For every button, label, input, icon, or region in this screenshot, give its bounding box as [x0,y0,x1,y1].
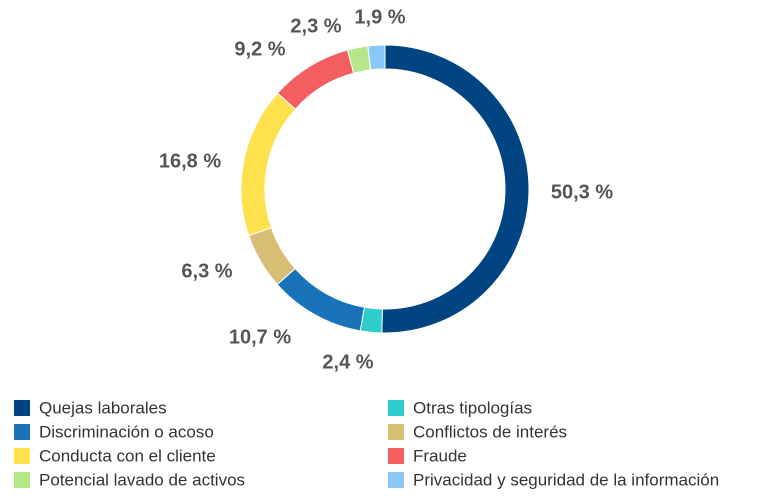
legend-swatch [388,400,404,416]
donut-slice [240,92,297,237]
legend-label: Potencial lavado de activos [39,470,245,489]
data-label: 10,7 % [229,326,291,348]
legend-swatch [388,424,404,440]
donut-slice [381,44,530,334]
legend-label: Privacidad y seguridad de la información [413,470,719,489]
legend-label: Otras tipologías [413,398,532,417]
data-label: 50,3 % [551,181,613,203]
legend-swatch [14,448,30,464]
legend-swatch [14,424,30,440]
data-label: 2,4 % [322,351,373,373]
legend-label: Conflictos de interés [413,422,567,441]
data-label: 1,9 % [354,6,405,28]
legend-label: Conducta con el cliente [39,446,216,465]
donut-slice [276,267,365,332]
legend-label: Fraude [413,446,467,465]
legend-swatch [14,400,30,416]
data-label: 9,2 % [234,38,285,60]
legend-label: Quejas laborales [39,398,167,417]
legend-swatch [388,472,404,488]
data-label: 6,3 % [181,260,232,282]
legend-label: Discriminación o acoso [39,422,214,441]
legend-swatch [388,448,404,464]
donut-slice [276,49,355,110]
data-label: 16,8 % [159,150,221,172]
donut-slice [367,44,386,71]
data-label: 2,3 % [290,15,341,37]
legend-swatch [14,472,30,488]
